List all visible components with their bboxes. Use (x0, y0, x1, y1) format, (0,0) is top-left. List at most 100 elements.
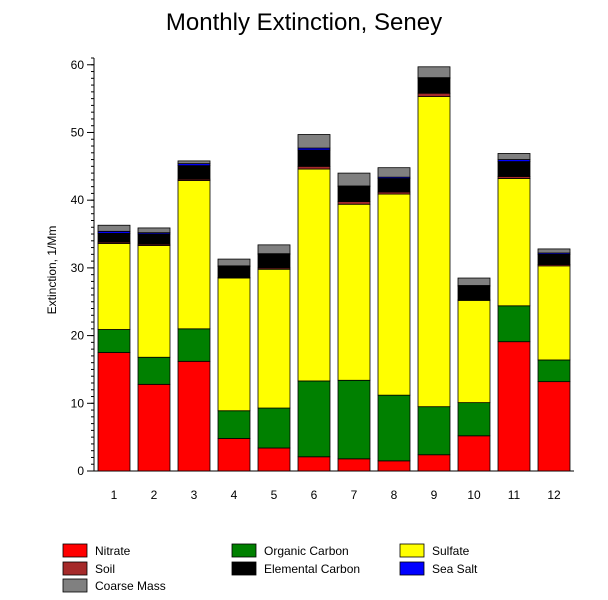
y-tick-label: 60 (71, 58, 85, 72)
bar-segment (537, 248, 571, 254)
bar-segment (337, 458, 371, 472)
y-tick-label: 40 (71, 193, 85, 207)
x-tick-label: 5 (271, 488, 278, 502)
y-tick-label: 50 (71, 125, 85, 139)
x-tick-label: 6 (311, 488, 318, 502)
bar-segment (497, 305, 531, 343)
x-tick-label: 1 (111, 488, 118, 502)
bar-segment (137, 233, 171, 245)
bar-segment (257, 407, 291, 449)
bar-segment (297, 134, 331, 149)
bar-segment (97, 329, 131, 353)
y-tick-label: 0 (77, 464, 84, 478)
legend-label: Coarse Mass (95, 579, 166, 593)
bar-segment (497, 341, 531, 472)
bar-segment (417, 66, 451, 79)
bar-segment (377, 193, 411, 396)
bar-segment (537, 265, 571, 361)
x-tick-label: 7 (351, 488, 358, 502)
bar-segment (217, 266, 251, 278)
x-tick-label: 11 (508, 488, 521, 502)
legend-label: Elemental Carbon (264, 562, 360, 576)
bar-segment (257, 244, 291, 255)
bar-segment (97, 232, 131, 243)
legend: Nitrate Organic Carbon Sulfate Soil Elementa… (62, 543, 478, 593)
legend-swatch (231, 561, 257, 576)
bar-segment (137, 383, 171, 472)
y-tick-label: 30 (71, 261, 85, 275)
bar-segment (377, 167, 411, 178)
bar-segment (177, 328, 211, 362)
legend-swatch (231, 543, 257, 558)
legend-swatch (399, 543, 425, 558)
bar-segment (537, 381, 571, 472)
bar-segment (537, 253, 571, 265)
bar-segment (497, 178, 531, 307)
legend-swatch (399, 561, 425, 576)
bar-segment (297, 165, 331, 170)
bar-segment (457, 402, 491, 437)
bar-segment (257, 268, 291, 409)
bar-segment (297, 168, 331, 382)
bar-segment (337, 172, 371, 187)
y-tick-label: 20 (71, 329, 85, 343)
bar-segment (217, 410, 251, 439)
bar-segment (497, 161, 531, 177)
legend-swatch (62, 561, 88, 576)
x-tick-label: 2 (151, 488, 158, 502)
bar-segment (217, 438, 251, 472)
bar-segment (97, 352, 131, 472)
bar-segment (297, 149, 331, 167)
bar-segment (177, 180, 211, 330)
bar-segment (337, 379, 371, 460)
bar-segment (257, 447, 291, 472)
bar-segment (297, 456, 331, 472)
bar-segment (537, 359, 571, 383)
bar-segment (337, 186, 371, 202)
bar-segment (217, 258, 251, 267)
bar-segment (497, 153, 531, 160)
bar-segment (417, 96, 451, 408)
bar-segment (457, 299, 491, 404)
bar-segment (297, 380, 331, 458)
bar-segment (137, 245, 171, 358)
bar-segment (217, 277, 251, 412)
legend-label: Sea Salt (432, 562, 478, 576)
y-axis-label: Extinction, 1/Mm (45, 226, 59, 315)
x-tick-label: 3 (191, 488, 198, 502)
bar-segment (417, 406, 451, 456)
x-tick-label: 12 (547, 488, 561, 502)
chart-title: Monthly Extinction, Seney (166, 9, 442, 36)
bar-segment (177, 160, 211, 165)
bar-segment (377, 178, 411, 193)
bar-segment (177, 165, 211, 180)
bar-segment (97, 224, 131, 232)
bar-segment (417, 77, 451, 94)
legend-label: Soil (95, 562, 115, 576)
bar-segment (377, 394, 411, 462)
y-tick-label: 10 (71, 396, 85, 410)
x-tick-label: 4 (231, 488, 238, 502)
x-tick-label: 10 (467, 488, 481, 502)
bar-segment (257, 253, 291, 269)
bar-segment (177, 360, 211, 472)
legend-label: Organic Carbon (264, 544, 349, 558)
bar-segment (417, 454, 451, 472)
bar-segment (377, 460, 411, 472)
legend-swatch (62, 578, 88, 593)
bar-segment (97, 243, 131, 330)
x-tick-label: 9 (431, 488, 438, 502)
legend-label: Sulfate (432, 544, 470, 558)
bar-segment (417, 92, 451, 97)
bar-segment (457, 277, 491, 286)
x-tick-label: 8 (391, 488, 398, 502)
legend-swatch (62, 543, 88, 558)
bar-segment (457, 435, 491, 472)
legend-label: Nitrate (95, 544, 131, 558)
bar-segment (337, 203, 371, 381)
bar-segment (337, 201, 371, 205)
bar-segment (137, 356, 171, 385)
bar-segment (457, 285, 491, 301)
